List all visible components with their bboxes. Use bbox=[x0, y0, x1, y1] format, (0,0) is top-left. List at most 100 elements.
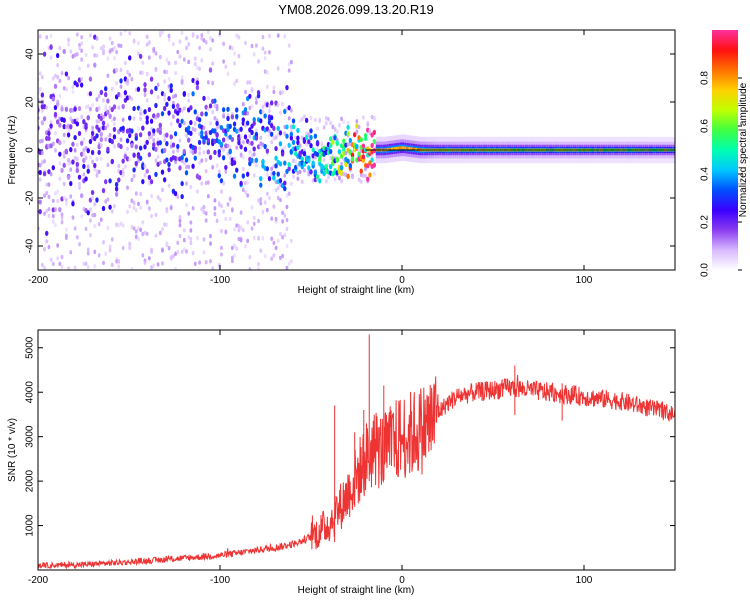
spectrogram-cell bbox=[173, 131, 178, 137]
spectrogram-cell bbox=[40, 120, 45, 126]
spectrogram-cell bbox=[62, 162, 66, 168]
spectrogram-cell bbox=[259, 118, 263, 124]
spectrogram-cell bbox=[246, 220, 250, 225]
spectrogram-cell bbox=[143, 173, 147, 178]
spectrogram-cell bbox=[233, 81, 236, 87]
spectrogram-cell bbox=[154, 85, 158, 92]
spectrogram-cell bbox=[178, 215, 182, 220]
snr-x-axis-label: Height of straight line (km) bbox=[298, 585, 415, 596]
spectrogram-cell bbox=[154, 233, 158, 238]
spectrogram-cell bbox=[108, 248, 112, 253]
spectrogram-cell bbox=[172, 149, 175, 155]
spectrogram-cell bbox=[337, 175, 341, 180]
spectrogram-cell bbox=[245, 120, 250, 126]
spectrogram-cell bbox=[64, 227, 68, 232]
spectrogram-cell bbox=[261, 34, 265, 40]
spectrogram-cell bbox=[38, 86, 42, 92]
spectrogram-cell bbox=[80, 76, 84, 82]
spectrogram-cell bbox=[279, 197, 282, 203]
spectrogram-cell bbox=[78, 42, 81, 48]
spectrogram-cell bbox=[241, 102, 245, 107]
spectrogram-cell bbox=[287, 166, 291, 172]
spectrogram-cell bbox=[206, 95, 210, 101]
spectrogram-cell bbox=[130, 177, 134, 183]
spectrogram-cell bbox=[239, 144, 243, 150]
spectrogram-cell bbox=[167, 37, 171, 43]
spectrogram-cell bbox=[51, 198, 55, 204]
spectrogram-cell bbox=[102, 260, 105, 266]
spectrogram-cell bbox=[89, 106, 92, 112]
spectrogram-cell bbox=[84, 52, 88, 58]
spectrogram-cell bbox=[95, 97, 99, 102]
spectrogram-cell bbox=[276, 238, 280, 243]
spectrogram-cell bbox=[161, 30, 164, 35]
spectrogram-cell bbox=[152, 138, 156, 143]
spectrogram-cell bbox=[123, 60, 127, 66]
spectrogram-cell bbox=[344, 151, 348, 156]
spectrogram-cell bbox=[302, 138, 307, 145]
spectrogram-cell bbox=[364, 166, 367, 172]
spectrogram-cell bbox=[53, 104, 58, 111]
snr-y-axis-label: SNR (10 * v/v) bbox=[7, 418, 18, 482]
spectrogram-cell bbox=[187, 92, 191, 98]
spectrogram-cell bbox=[71, 159, 75, 165]
spectrogram-cell bbox=[211, 61, 215, 66]
spectrogram-cell bbox=[143, 164, 147, 169]
spectrogram-cell bbox=[187, 235, 191, 240]
spectrogram-cell bbox=[176, 240, 180, 246]
spectrogram-cell bbox=[119, 31, 123, 36]
spectrogram-cell bbox=[102, 114, 105, 120]
spectrogram-cell bbox=[47, 135, 51, 142]
spectrogram-cell bbox=[71, 84, 75, 89]
spectrogram-cell bbox=[364, 173, 367, 179]
spectrogram-cell bbox=[45, 35, 49, 40]
spectrogram-cell bbox=[158, 129, 163, 136]
spectrogram-cell bbox=[213, 116, 217, 121]
spectrogram-cell bbox=[329, 120, 333, 126]
spectrogram-cell bbox=[283, 232, 287, 238]
spectrogram-cell bbox=[84, 261, 88, 266]
spectrogram-cell bbox=[250, 129, 254, 136]
spectrogram-cell bbox=[117, 259, 121, 264]
spectrogram-cell bbox=[331, 139, 335, 145]
spectrogram-cell bbox=[69, 49, 73, 54]
spectrogram-cell bbox=[272, 240, 276, 246]
spectrogram-cell bbox=[274, 245, 278, 251]
spectrogram-cell bbox=[361, 157, 366, 164]
spectrogram-cell bbox=[174, 70, 177, 76]
spectrogram-cell bbox=[82, 172, 86, 177]
spectrogram-cell bbox=[160, 169, 165, 175]
x-tick-label: 0 bbox=[399, 575, 405, 586]
spectrogram-cell bbox=[49, 257, 53, 262]
spectrogram-cell bbox=[248, 134, 252, 139]
spectrogram-cell bbox=[115, 67, 119, 73]
spectrogram-cell bbox=[169, 256, 173, 261]
spectrogram-cell bbox=[154, 158, 158, 163]
spectrogram-cell bbox=[145, 98, 149, 103]
spectrogram-cell bbox=[204, 211, 208, 216]
spectrogram-cell bbox=[91, 195, 94, 201]
spectrogram-cell bbox=[248, 105, 252, 111]
spectrogram-cell bbox=[200, 206, 204, 212]
spectrogram-y-ticks: -40 -20 0 20 40 bbox=[25, 48, 675, 253]
spectrogram-cell bbox=[75, 117, 79, 122]
spectrogram-cell bbox=[213, 128, 217, 134]
spectrogram-cell bbox=[54, 207, 57, 212]
spectrogram-cell bbox=[150, 249, 153, 254]
spectrogram-cell bbox=[93, 162, 97, 169]
spectrogram-cell bbox=[97, 106, 101, 111]
spectrogram-cell bbox=[252, 120, 256, 126]
spectrogram-cell bbox=[269, 115, 274, 121]
y-tick-label: 40 bbox=[25, 48, 36, 60]
spectrogram-cell bbox=[51, 213, 55, 219]
spectrogram-cell bbox=[272, 170, 276, 177]
spectrogram-cell bbox=[287, 116, 291, 121]
spectrogram-cell bbox=[283, 186, 287, 192]
spectrogram-cell bbox=[80, 35, 84, 40]
spectrogram-cell bbox=[346, 142, 350, 147]
spectrogram-cell bbox=[261, 209, 265, 215]
spectrogram-cell bbox=[108, 204, 112, 210]
spectrogram-cell bbox=[138, 132, 143, 138]
spectrogram-cell bbox=[296, 170, 300, 176]
spectrogram-x-ticks: -200 -100 0 100 bbox=[28, 30, 593, 286]
